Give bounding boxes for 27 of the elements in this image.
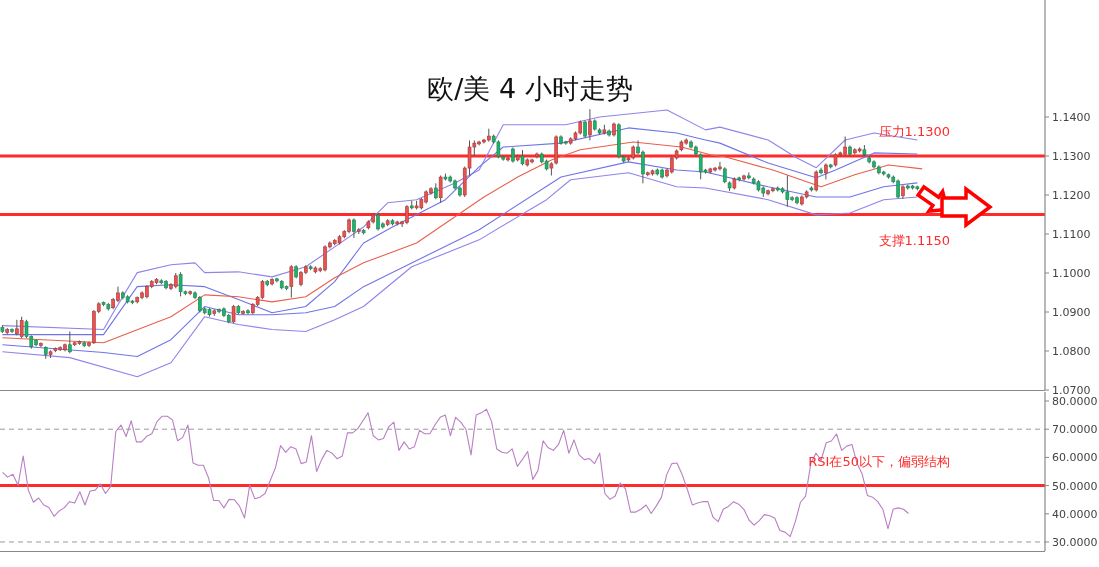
candlestick [15,319,19,336]
y-tick-label: 1.0900 [1052,306,1091,319]
y-tick-label: 70.0000 [1052,423,1098,437]
y-tick-label: 40.0000 [1052,507,1098,521]
y-tick-label: 80.0000 [1052,395,1098,409]
y-tick-label: 1.1000 [1052,267,1091,280]
y-tick-label: 1.0800 [1052,345,1091,358]
candlestick [636,139,640,155]
candlestick [43,347,48,360]
y-tick-label: 1.1200 [1052,189,1091,202]
line-series [2,408,910,538]
candlestick [116,286,120,303]
y-tick-label: 1.1400 [1052,111,1091,124]
y-tick-label: 1.1300 [1052,150,1091,163]
y-tick-label: 1.1100 [1052,228,1091,241]
candlestick [467,139,472,176]
ref-line-label: RSI在50以下，偏弱结构 [808,453,950,469]
ref-line-label: 压力1.1300 [878,124,950,139]
y-tick-label: 1.0700 [1052,384,1091,397]
candlestick [747,171,751,180]
y-tick-label: 60.0000 [1052,451,1098,465]
text: 欧/美 4 小时走势 [427,73,633,104]
y-tick-label: 50.0000 [1052,479,1098,493]
candlestick [718,161,722,171]
candlestick [434,182,438,200]
ref-line-label: 支撑1.1150 [878,232,950,248]
y-tick-label: 30.0000 [1052,535,1098,549]
